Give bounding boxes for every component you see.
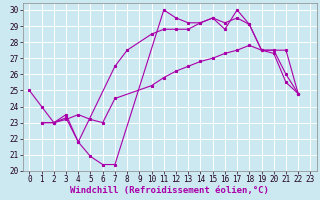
X-axis label: Windchill (Refroidissement éolien,°C): Windchill (Refroidissement éolien,°C) xyxy=(70,186,269,195)
